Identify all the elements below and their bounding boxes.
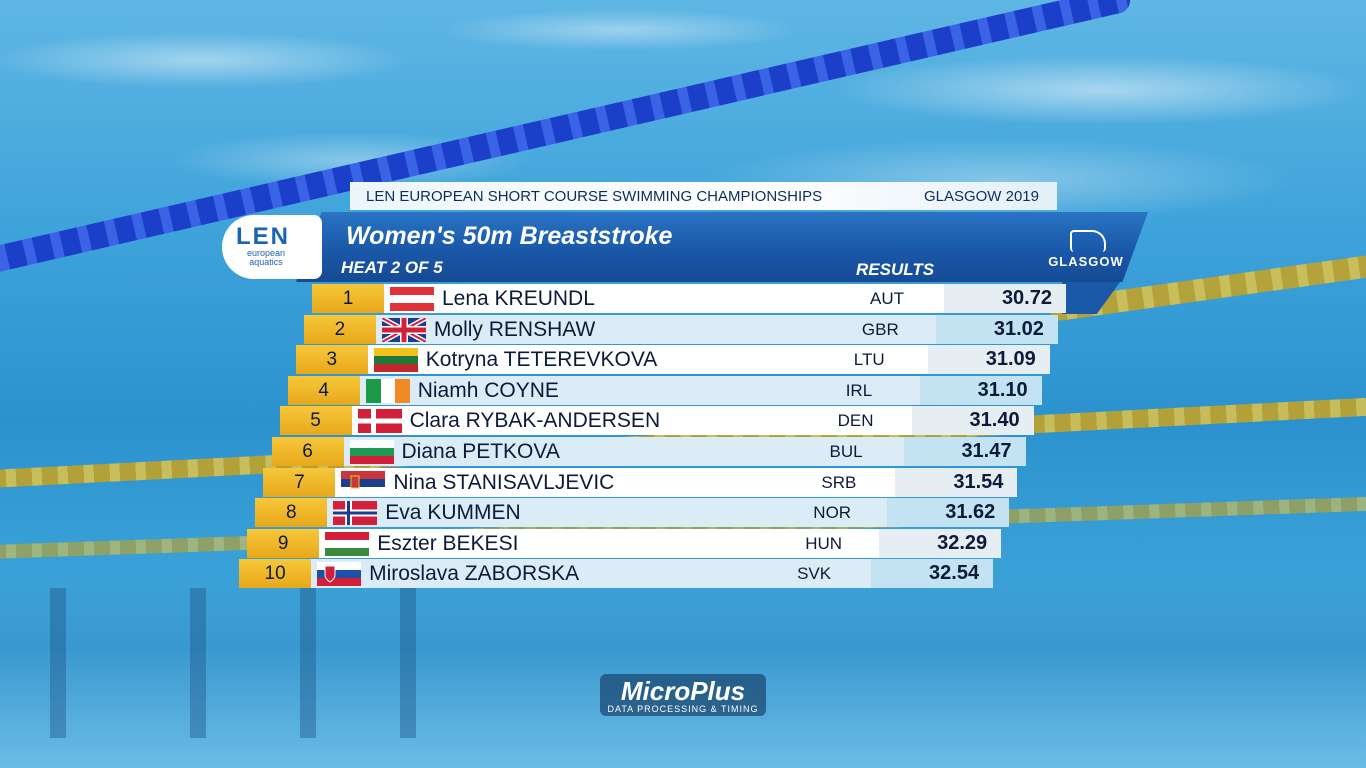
rank-cell: 7: [263, 467, 336, 497]
athlete-name: Diana PETKOVA: [401, 440, 560, 463]
bul-flag-icon: [349, 440, 394, 464]
athlete-name: Lena KREUNDL: [442, 287, 595, 310]
rank-cell: 2: [303, 314, 376, 344]
microplus-logo-subtext: DATA PROCESSING & TIMING: [607, 704, 759, 714]
rank-cell: 3: [295, 345, 368, 375]
glasgow-logo-label: GLASGOW: [1048, 254, 1124, 269]
microplus-logo: MicroPlus DATA PROCESSING & TIMING: [600, 674, 766, 716]
event-title: Women's 50m Breaststroke: [346, 222, 673, 250]
microplus-logo-text: MicroPlus: [620, 676, 746, 706]
rank-cell: 8: [255, 498, 328, 528]
rank-cell: 10: [239, 559, 312, 589]
athlete-time: 31.54: [895, 467, 1018, 497]
athlete-time: 31.09: [927, 345, 1050, 375]
result-row: 5 Clara RYBAK-ANDERSEN DEN 31.40: [279, 406, 1034, 436]
athlete-cell: Eva KUMMEN NOR 31.62: [327, 498, 1010, 528]
pool-floor: [0, 568, 1366, 768]
gbr-flag-icon: [381, 317, 426, 342]
pool-pillar: [400, 588, 416, 738]
athlete-nation: BUL: [829, 442, 863, 461]
athlete-time: 32.54: [871, 559, 994, 589]
pool-pillar: [300, 588, 316, 738]
athlete-nation: DEN: [837, 411, 874, 431]
athlete-nation: LTU: [853, 350, 885, 370]
athlete-name: Molly RENSHAW: [433, 317, 596, 341]
athlete-cell: Miroslava ZABORSKA SVK 32.54: [311, 559, 994, 589]
athlete-cell: Eszter BEKESI HUN 32.29: [319, 528, 1002, 558]
athlete-cell: Clara RYBAK-ANDERSEN DEN 31.40: [351, 406, 1034, 436]
glasgow-logo: GLASGOW: [1040, 224, 1132, 284]
athlete-nation: SRB: [821, 472, 857, 492]
irl-flag-icon: [365, 378, 410, 403]
athlete-time: 31.02: [935, 314, 1058, 344]
athlete-time: 31.10: [919, 375, 1042, 405]
championship-location: GLASGOW 2019: [923, 188, 1039, 205]
den-flag-icon: [357, 409, 402, 434]
athlete-time: 32.29: [879, 528, 1002, 558]
rank-cell: 1: [312, 284, 384, 313]
athlete-name: Miroslava ZABORSKA: [369, 562, 580, 586]
srb-flag-icon: [341, 470, 386, 495]
athlete-cell: Diana PETKOVA BUL 31.47: [343, 437, 1026, 466]
athlete-name: Clara RYBAK-ANDERSEN: [409, 409, 661, 433]
athlete-name: Eva KUMMEN: [385, 501, 521, 525]
result-row: 6 Diana PETKOVA BUL 31.47: [271, 437, 1026, 466]
ltu-flag-icon: [373, 348, 418, 373]
athlete-nation: AUT: [870, 289, 904, 308]
athlete-cell: Kotryna TETEREVKOVA LTU 31.09: [367, 345, 1050, 375]
result-row: 4 Niamh COYNE IRL 31.10: [287, 375, 1042, 405]
event-title-bar: Women's 50m Breaststroke HEAT 2 OF 5 RES…: [296, 212, 1148, 282]
athlete-cell: Niamh COYNE IRL 31.10: [359, 375, 1042, 405]
championship-banner: LEN EUROPEAN SHORT COURSE SWIMMING CHAMP…: [350, 182, 1057, 210]
athlete-nation: GBR: [861, 319, 899, 339]
athlete-time: 31.62: [887, 498, 1010, 528]
len-logo-subtext: european aquatics: [246, 248, 286, 267]
athlete-name: Nina STANISAVLJEVIC: [393, 470, 615, 494]
athlete-time: 31.40: [911, 406, 1034, 436]
result-row: 7 Nina STANISAVLJEVIC SRB 31.54: [263, 467, 1018, 497]
athlete-nation: HUN: [805, 533, 843, 553]
len-logo-text: LEN: [236, 223, 290, 250]
athlete-nation: IRL: [845, 380, 873, 400]
result-row: 3 Kotryna TETEREVKOVA LTU 31.09: [295, 345, 1050, 375]
glasgow-mark-icon: [1070, 230, 1106, 252]
athlete-name: Eszter BEKESI: [377, 531, 519, 555]
result-row: 1 Lena KREUNDL AUT 30.72: [312, 284, 1066, 313]
athlete-name: Kotryna TETEREVKOVA: [425, 348, 658, 372]
aut-flag-icon: [390, 287, 434, 311]
pool-pillar: [190, 588, 206, 738]
pool-pillar: [50, 588, 66, 738]
rank-cell: 9: [247, 528, 320, 558]
rank-cell: 4: [287, 375, 360, 405]
athlete-time: 30.72: [944, 284, 1066, 313]
result-row: 8 Eva KUMMEN NOR 31.62: [255, 498, 1010, 528]
len-logo: LEN european aquatics: [222, 215, 322, 279]
result-row: 10 Miroslava ZABORSKA SVK 32.54: [239, 559, 994, 589]
result-row: 2 Molly RENSHAW GBR 31.02: [303, 314, 1058, 344]
svk-flag-icon: [317, 562, 362, 587]
hun-flag-icon: [325, 531, 370, 556]
athlete-name: Niamh COYNE: [417, 378, 559, 402]
rank-cell: 6: [271, 437, 344, 466]
athlete-cell: Nina STANISAVLJEVIC SRB 31.54: [335, 467, 1018, 497]
championship-title: LEN EUROPEAN SHORT COURSE SWIMMING CHAMP…: [366, 188, 823, 205]
result-row: 9 Eszter BEKESI HUN 32.29: [247, 528, 1002, 558]
rank-cell: 5: [279, 406, 352, 436]
athlete-nation: SVK: [797, 564, 832, 584]
athlete-time: 31.47: [903, 437, 1026, 466]
results-label: RESULTS: [856, 260, 935, 279]
athlete-nation: NOR: [813, 503, 852, 523]
athlete-cell: Lena KREUNDL AUT 30.72: [384, 284, 1066, 313]
athlete-cell: Molly RENSHAW GBR 31.02: [375, 314, 1058, 344]
heat-label: HEAT 2 OF 5: [341, 258, 443, 277]
nor-flag-icon: [333, 501, 378, 526]
